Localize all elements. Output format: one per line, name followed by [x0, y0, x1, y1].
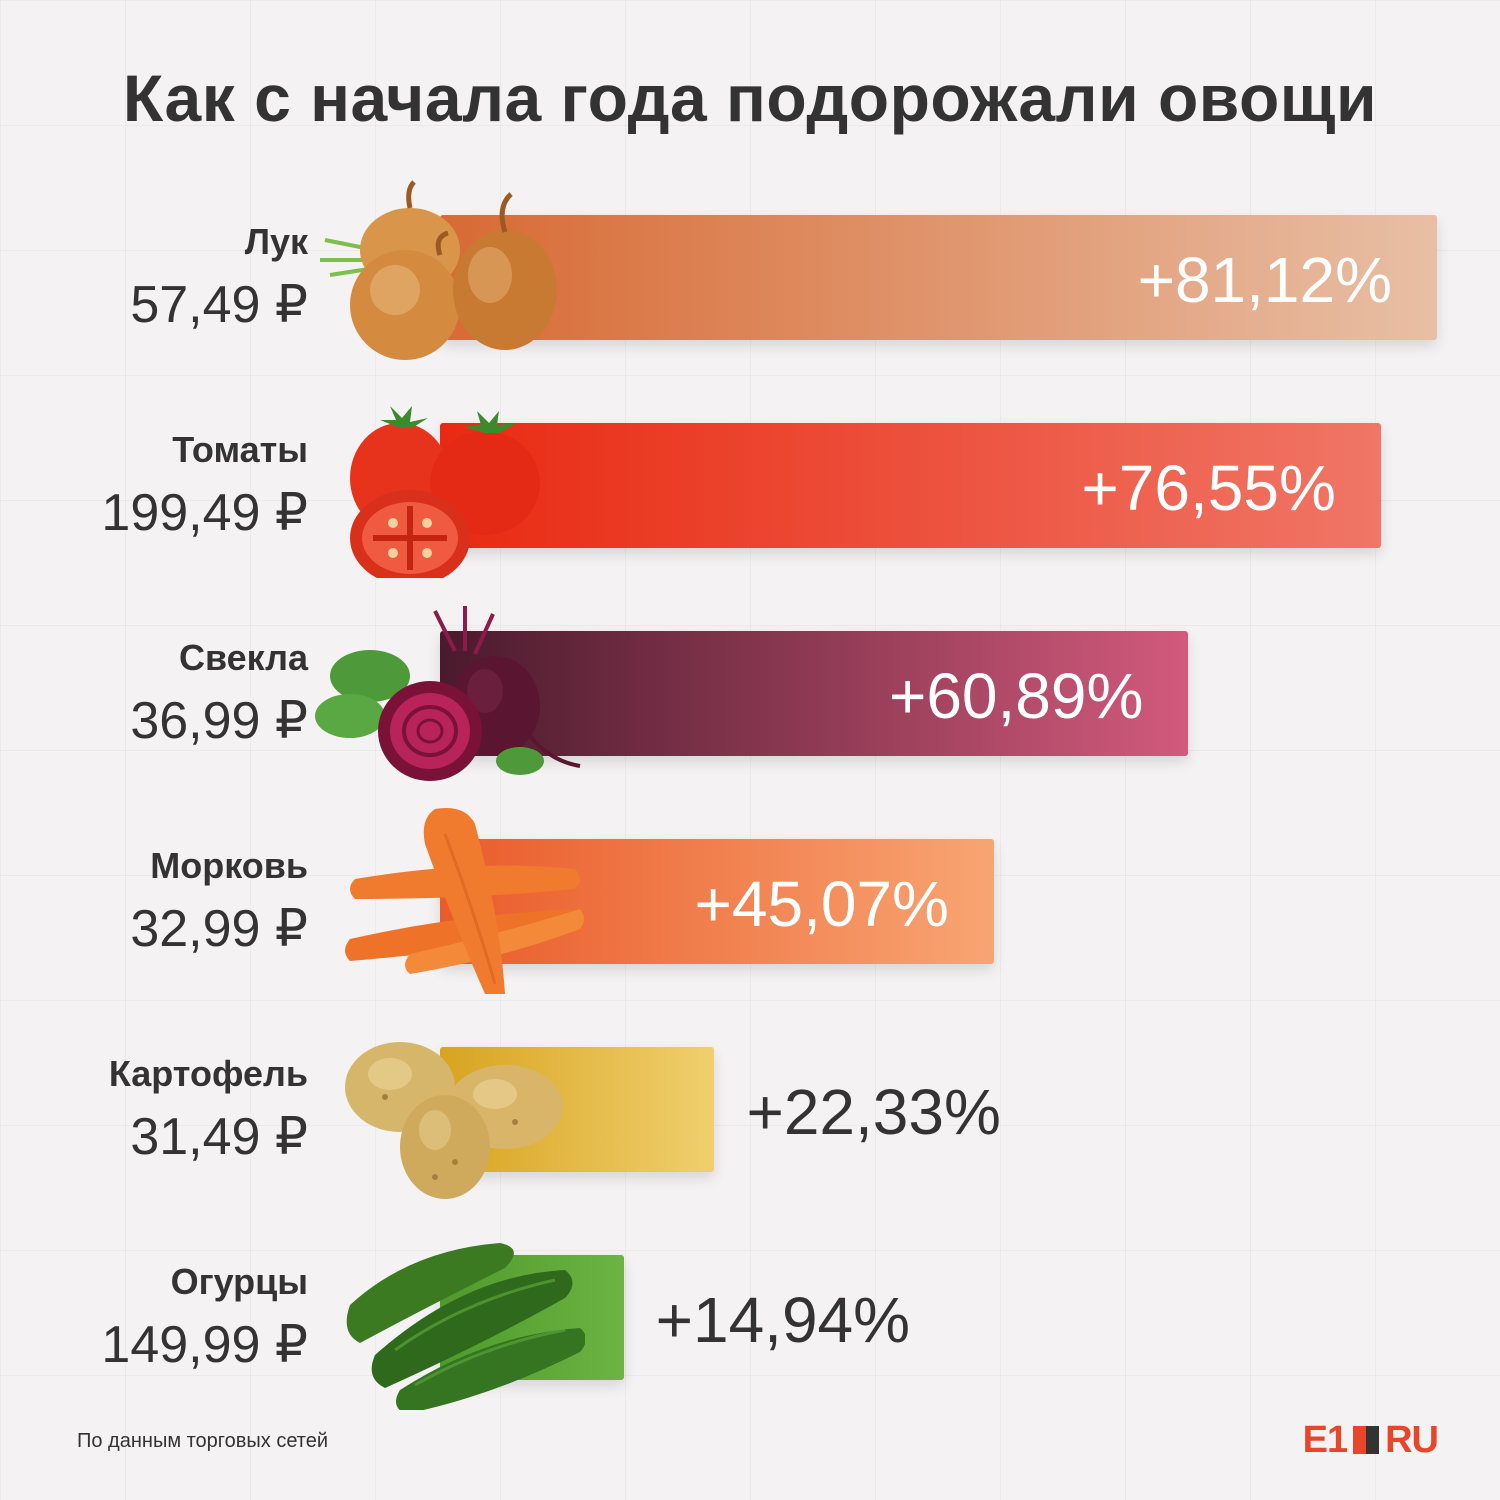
category-label: Картофель — [108, 1053, 308, 1094]
chart-row: Лук 57,49 ₽ +81,12% — [0, 180, 1500, 360]
category-label: Морковь — [150, 845, 308, 886]
price-label: 199,49 ₽ — [101, 484, 308, 542]
tomato-icon — [350, 406, 540, 578]
chart-title: Как с начала года подорожали овощи — [122, 61, 1378, 135]
chart-row: Картофель 31,49 ₽ +22,33% — [0, 1042, 1500, 1199]
beet-icon — [315, 606, 581, 781]
bar — [440, 631, 1189, 756]
chart-row: Свекла 36,99 ₽ +60,89% — [0, 606, 1500, 781]
onion-icon — [320, 180, 557, 360]
value-label: +76,55% — [1081, 452, 1336, 524]
category-label: Огурцы — [170, 1261, 308, 1302]
potato-icon — [345, 1042, 563, 1199]
price-label: 36,99 ₽ — [130, 692, 308, 750]
value-label: +45,07% — [694, 868, 949, 940]
value-label: +60,89% — [888, 660, 1144, 732]
price-label: 149,99 ₽ — [101, 1316, 308, 1374]
chart-row: Морковь 32,99 ₽ +45,07% — [0, 808, 1500, 994]
value-label: +14,94% — [655, 1284, 911, 1356]
value-label: +81,12% — [1137, 244, 1392, 316]
carrot-icon — [345, 808, 585, 994]
price-label: 32,99 ₽ — [130, 900, 308, 958]
chart-row: Огурцы 149,99 ₽ +14,94% — [0, 1243, 1500, 1410]
cucumber-icon — [346, 1243, 585, 1410]
e1-logo: E1 RU — [1303, 1419, 1439, 1461]
logo-square-icon — [1353, 1426, 1380, 1454]
logo-ru-text: RU — [1385, 1418, 1439, 1461]
chart-row: Томаты 199,49 ₽ +76,55% — [0, 406, 1500, 578]
logo-e1-text: E1 — [1302, 1418, 1348, 1461]
bar — [440, 215, 1437, 340]
source-note: По данным торговых сетей — [77, 1430, 329, 1452]
price-label: 31,49 ₽ — [130, 1108, 308, 1166]
price-label: 57,49 ₽ — [130, 276, 308, 334]
category-label: Томаты — [172, 429, 308, 470]
bar — [440, 423, 1381, 548]
category-label: Свекла — [178, 637, 308, 678]
category-label: Лук — [244, 221, 308, 262]
value-label: +22,33% — [746, 1076, 1001, 1148]
